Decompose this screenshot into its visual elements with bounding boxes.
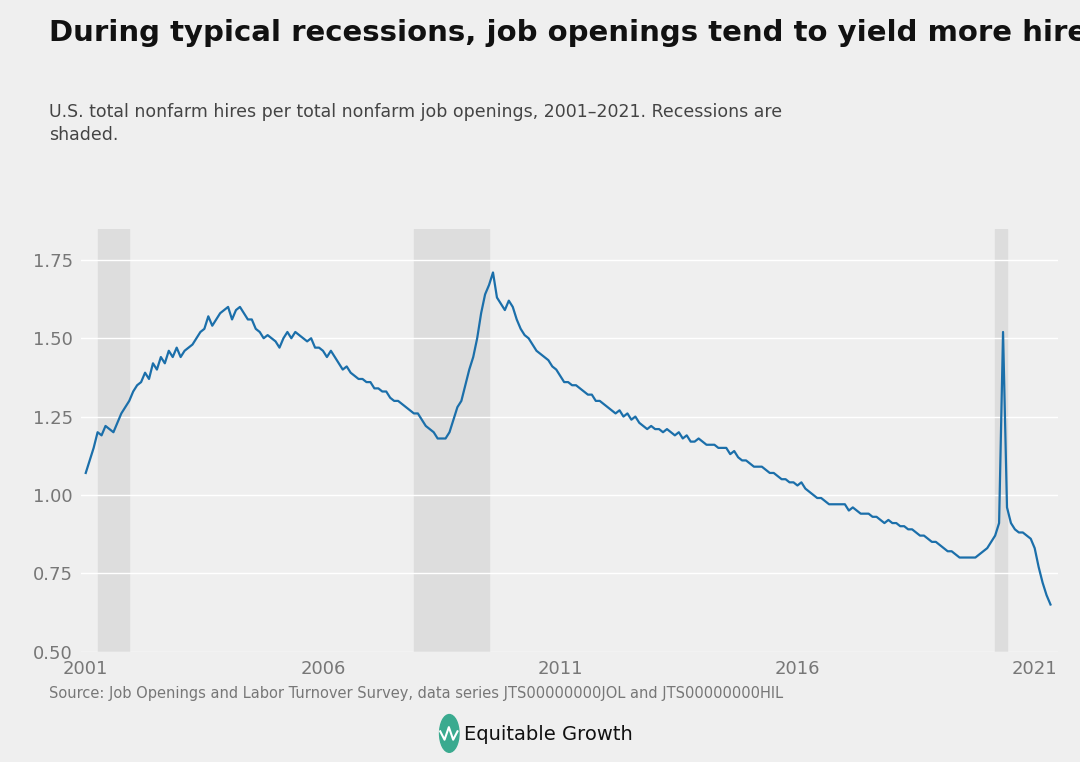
Text: U.S. total nonfarm hires per total nonfarm job openings, 2001–2021. Recessions a: U.S. total nonfarm hires per total nonfa… [49, 103, 782, 145]
Text: Source: Job Openings and Labor Turnover Survey, data series JTS00000000JOL and J: Source: Job Openings and Labor Turnover … [49, 686, 783, 701]
Bar [995, 229, 1007, 652]
Text: Equitable Growth: Equitable Growth [464, 725, 633, 744]
Bar [97, 229, 130, 652]
Bar [414, 229, 489, 652]
Circle shape [440, 715, 459, 752]
Text: During typical recessions, job openings tend to yield more hires: During typical recessions, job openings … [49, 19, 1080, 47]
